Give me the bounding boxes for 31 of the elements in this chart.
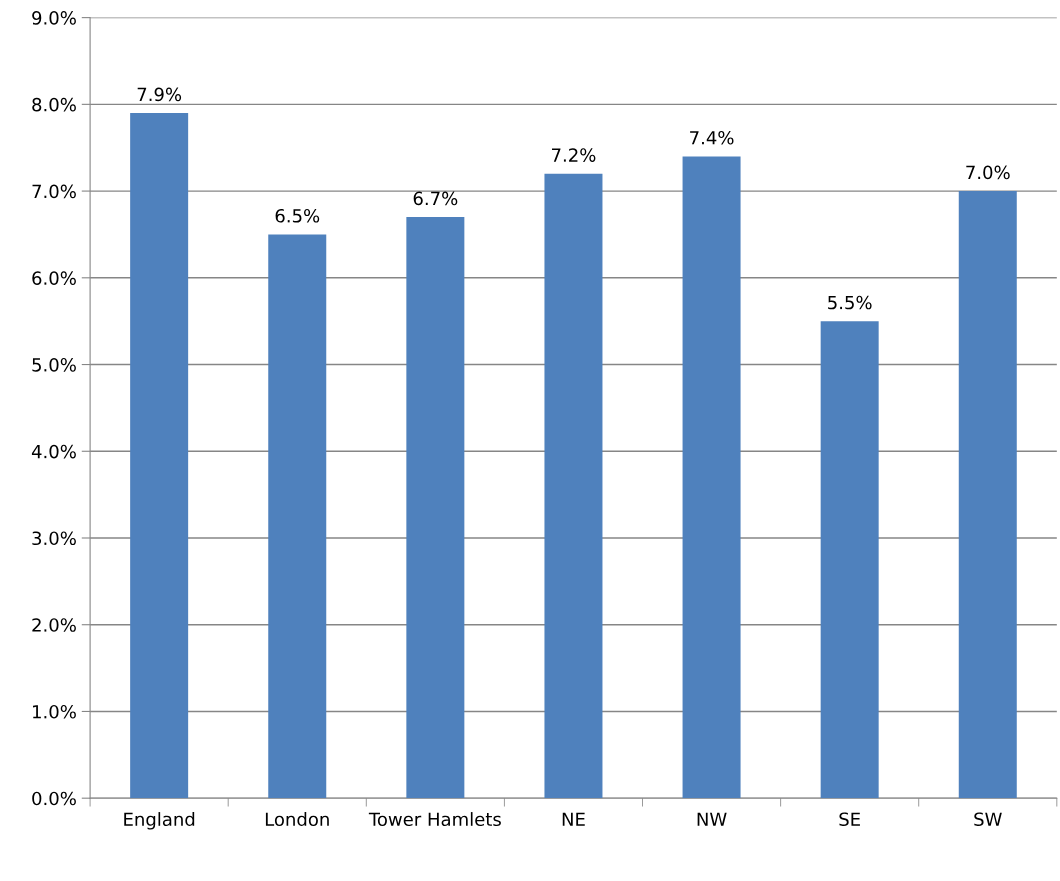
data-label: 6.5% <box>275 208 320 223</box>
y-tick-label: 6.0% <box>32 271 76 285</box>
y-tick-label: 9.0% <box>32 11 76 25</box>
y-tick-label: 0.0% <box>32 791 76 806</box>
x-tick-label: SW <box>974 812 1002 827</box>
data-label: 7.4% <box>690 130 734 145</box>
x-tick-label: England <box>124 812 195 830</box>
y-tick-label: 3.0% <box>32 531 76 546</box>
bar <box>406 217 465 799</box>
bar <box>268 234 327 799</box>
data-label: 7.2% <box>552 148 596 162</box>
bar <box>130 113 189 799</box>
x-tick-label: SE <box>839 812 860 827</box>
x-tick-label: London <box>265 812 329 827</box>
data-label: 6.7% <box>413 191 458 206</box>
data-label: 5.5% <box>828 295 872 310</box>
bar <box>820 321 879 799</box>
x-tick-label: NW <box>697 812 727 826</box>
y-tick-label: 8.0% <box>32 97 76 112</box>
bar <box>958 191 1017 799</box>
x-tick-label: NE <box>562 812 585 826</box>
y-tick-label: 1.0% <box>33 704 76 719</box>
data-label: 7.9% <box>137 87 182 102</box>
bar <box>682 156 741 799</box>
y-tick-label: 5.0% <box>32 358 76 372</box>
y-tick-label: 7.0% <box>32 184 76 199</box>
data-label: 7.0% <box>966 165 1010 180</box>
y-tick-label: 4.0% <box>31 444 76 459</box>
bar <box>544 173 603 799</box>
y-tick-label: 2.0% <box>32 618 76 632</box>
x-tick-label: Tower Hamlets <box>368 812 501 827</box>
